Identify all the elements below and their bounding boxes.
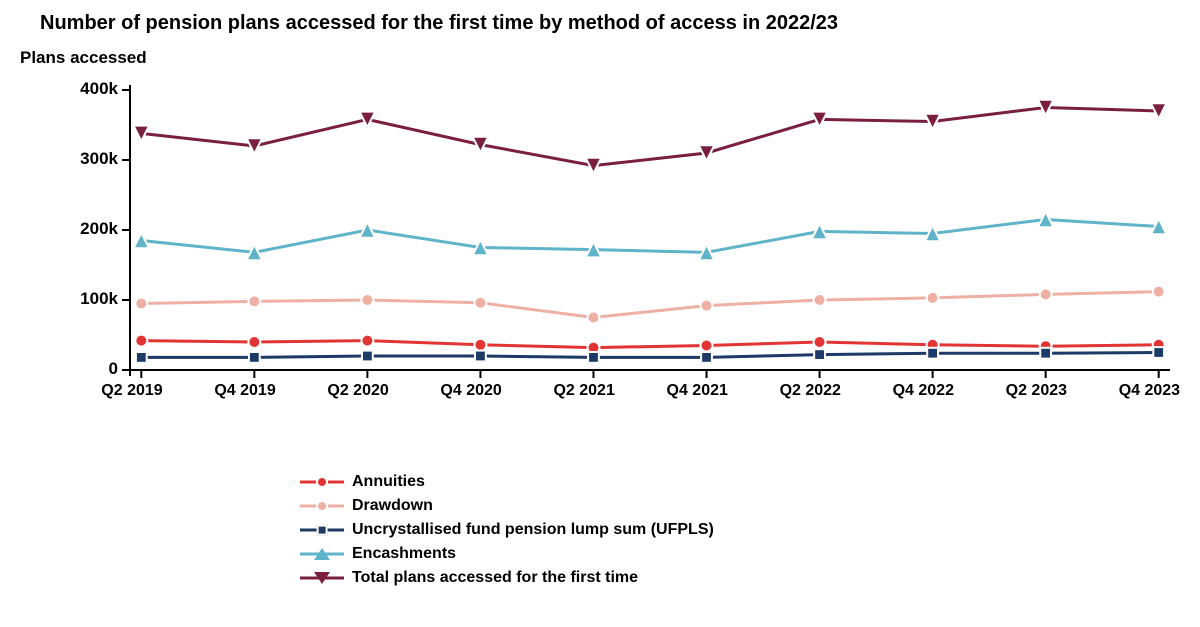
series-marker-ufpls (136, 352, 147, 363)
x-tick-label: Q4 2019 (214, 382, 275, 400)
series-line-drawdown (141, 292, 1158, 318)
series-marker-ufpls (701, 352, 712, 363)
legend-marker-icon (314, 548, 330, 560)
legend-label: Annuities (352, 473, 425, 491)
series-marker-ufpls (814, 349, 825, 360)
legend-label: Encashments (352, 545, 456, 563)
series-marker-drawdown (474, 297, 486, 309)
series-marker-annuities (361, 335, 373, 347)
legend-swatch (300, 497, 344, 515)
series-marker-drawdown (361, 294, 373, 306)
series-marker-annuities (135, 335, 147, 347)
legend-item-ufpls: Uncrystallised fund pension lump sum (UF… (300, 518, 714, 542)
legend-label: Uncrystallised fund pension lump sum (UF… (352, 521, 714, 539)
series-marker-drawdown (587, 312, 599, 324)
series-marker-drawdown (248, 295, 260, 307)
legend-swatch (300, 521, 344, 539)
legend-item-drawdown: Drawdown (300, 494, 714, 518)
y-tick-label: 400k (80, 79, 118, 99)
pension-chart: Number of pension plans accessed for the… (0, 0, 1200, 627)
series-marker-ufpls (362, 351, 373, 362)
series-marker-ufpls (1153, 347, 1164, 358)
x-tick-label: Q2 2023 (1006, 382, 1067, 400)
series-line-annuities (141, 341, 1158, 348)
legend-marker-icon (316, 500, 328, 512)
y-tick-label: 200k (80, 219, 118, 239)
legend: Annuities Drawdown Uncrystallised fund pen… (300, 470, 714, 590)
x-tick-label: Q2 2019 (101, 382, 162, 400)
legend-swatch (300, 569, 344, 587)
x-tick-label: Q4 2023 (1119, 382, 1180, 400)
series-marker-ufpls (475, 351, 486, 362)
y-tick-label: 0 (109, 359, 118, 379)
x-tick-label: Q4 2020 (440, 382, 501, 400)
series-marker-drawdown (814, 294, 826, 306)
series-line-encashments (141, 220, 1158, 253)
legend-swatch (300, 545, 344, 563)
legend-item-annuities: Annuities (300, 470, 714, 494)
series-marker-drawdown (135, 298, 147, 310)
series-marker-annuities (701, 340, 713, 352)
x-tick-label: Q2 2020 (327, 382, 388, 400)
series-marker-ufpls (927, 348, 938, 359)
x-tick-label: Q2 2022 (780, 382, 841, 400)
series-marker-annuities (248, 336, 260, 348)
legend-marker-icon (317, 525, 328, 536)
legend-item-total: Total plans accessed for the first time (300, 566, 714, 590)
x-tick-label: Q4 2022 (893, 382, 954, 400)
series-marker-drawdown (927, 292, 939, 304)
series-marker-ufpls (249, 352, 260, 363)
series-marker-drawdown (701, 300, 713, 312)
x-tick-label: Q2 2021 (553, 382, 614, 400)
series-marker-annuities (474, 339, 486, 351)
series-line-ufpls (141, 353, 1158, 358)
legend-label: Total plans accessed for the first time (352, 569, 638, 587)
legend-item-encashments: Encashments (300, 542, 714, 566)
series-marker-drawdown (1153, 286, 1165, 298)
y-tick-label: 100k (80, 289, 118, 309)
legend-marker-icon (316, 476, 328, 488)
series-line-total (141, 108, 1158, 166)
series-marker-annuities (814, 336, 826, 348)
legend-label: Drawdown (352, 497, 433, 515)
legend-swatch (300, 473, 344, 491)
series-marker-ufpls (588, 352, 599, 363)
series-marker-drawdown (1040, 288, 1052, 300)
legend-marker-icon (314, 572, 330, 584)
x-tick-label: Q4 2021 (667, 382, 728, 400)
series-marker-ufpls (1040, 348, 1051, 359)
y-tick-label: 300k (80, 149, 118, 169)
